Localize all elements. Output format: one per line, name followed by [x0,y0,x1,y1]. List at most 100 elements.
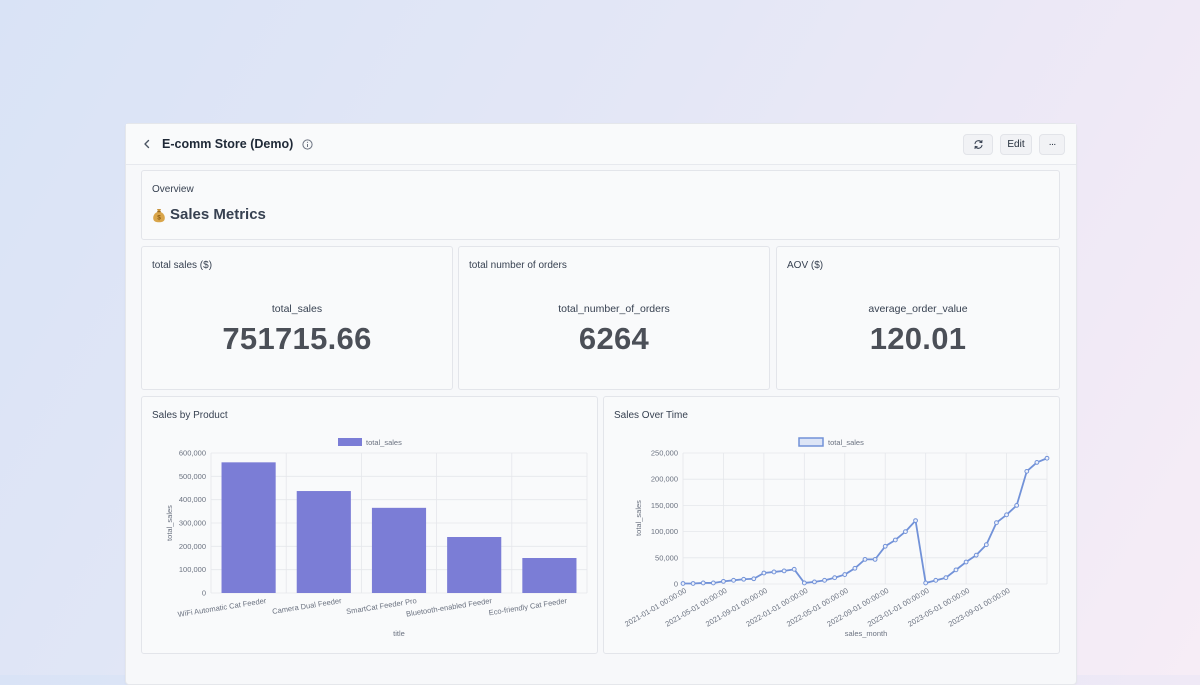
kpi-field-label: total_sales [271,303,323,315]
y-tick-label: 500,000 [179,472,206,481]
data-point [812,579,817,585]
more-options-button[interactable]: ··· [1039,133,1065,155]
edit-button[interactable]: Edit [1000,133,1032,155]
section-heading: $ Sales Metrics [152,206,266,223]
data-point [973,552,979,558]
data-point [710,580,716,586]
chart-title: Sales Over Time [614,410,688,421]
x-tick-label: WiFi Automatic Cat Feeder [177,596,267,619]
refresh-button[interactable] [963,133,993,155]
data-point [892,537,898,543]
legend-label: total_sales [366,438,402,447]
y-axis-label: total_sales [634,500,643,536]
data-point [680,581,686,586]
data-point [983,542,989,548]
x-tick-label: Bluetooth-enabled Feeder [405,596,493,619]
data-point [771,569,777,575]
y-tick-label: 250,000 [651,449,678,458]
bar-chart: total_sales 0 100,000 200,000 300,000 400,000… [165,438,588,638]
data-point [791,566,797,572]
data-point [923,580,929,586]
kpi-title: AOV ($) [787,260,824,271]
data-point [761,570,767,576]
legend-swatch [798,437,824,447]
dashboard-header: E-comm Store (Demo) Edit ··· [126,124,1076,165]
overview-card: Overview $ Sales Metrics [141,170,1060,240]
y-tick-label: 0 [202,589,206,598]
data-point [741,576,747,582]
x-tick-label: Eco-friendly Cat Feeder [488,596,568,617]
y-tick-label: 200,000 [179,542,206,551]
overview-label: Overview [152,184,194,195]
dashboard-title: E-comm Store (Demo) [162,137,294,151]
kpi-value: 751715.66 [222,321,372,356]
svg-text:$: $ [157,214,161,221]
data-point [721,578,726,584]
chart-card-sales-over-time: Sales Over Time total_sales 0 50,000 100,00… [603,396,1060,654]
data-point [832,575,838,581]
data-point [1024,468,1030,474]
kpi-card-total-orders: total number of orders total_number_of_o… [458,246,770,390]
bar [522,558,577,593]
data-point [903,529,908,535]
y-tick-label: 200,000 [651,475,678,484]
sales-metrics-heading: Sales Metrics [170,206,266,223]
y-axis-label: total_sales [165,505,174,541]
kpi-title: total number of orders [469,260,567,271]
legend-label: total_sales [828,438,864,447]
y-tick-label: 100,000 [651,527,678,536]
y-tick-label: 300,000 [179,519,206,528]
data-point [822,577,827,583]
kpi-field-label: total_number_of_orders [558,303,670,315]
bar [296,491,351,593]
data-point [1014,503,1020,508]
data-point [852,565,858,571]
line-chart: total_sales 0 50,000 100,000 150,000 200,000 2… [623,437,1050,638]
data-point [751,576,757,582]
y-tick-label: 150,000 [651,501,678,510]
data-point [872,556,878,562]
y-tick-label: 400,000 [179,495,206,504]
data-point [842,572,848,577]
legend-swatch [338,438,362,446]
dashboard-window: E-comm Store (Demo) Edit ··· Overview $ … [125,123,1077,685]
y-tick-label: 600,000 [179,449,206,458]
data-point [953,567,959,573]
chart-card-sales-by-product: Sales by Product total_sales 0 100,000 200,… [141,396,598,654]
kpi-value: 6264 [578,321,650,356]
data-point [781,568,787,574]
data-point [700,580,706,586]
y-tick-label: 50,000 [655,553,678,562]
x-axis-label: sales_month [845,629,888,638]
chart-title: Sales by Product [152,410,228,421]
data-point [1004,512,1009,518]
y-tick-label: 100,000 [179,565,206,574]
y-tick-label: 0 [674,580,678,589]
data-point [690,581,696,586]
bar [447,537,502,593]
refresh-icon [974,139,982,149]
moneybag-icon: $ [153,208,165,222]
data-point [913,518,918,523]
kpi-title: total sales ($) [152,260,213,271]
data-point [994,520,999,526]
kpi-value: 120.01 [869,321,967,356]
data-point [963,559,969,565]
kpi-card-total-sales: total sales ($) total_sales 751715.66 [141,246,453,390]
x-axis-label: title [393,629,405,638]
kpi-card-aov: AOV ($) average_order_value 120.01 [776,246,1060,390]
data-point [933,577,939,583]
data-point [1044,455,1050,461]
data-point [882,543,888,549]
series-line [683,457,1048,585]
data-point [1034,460,1040,465]
data-point [731,577,736,583]
info-icon[interactable] [301,138,313,150]
data-point [862,556,868,562]
chevron-left-icon[interactable] [140,137,154,151]
kpi-field-label: average_order_value [868,303,968,315]
x-tick-label: Camera Dual Feeder [272,596,343,616]
data-point [801,580,807,586]
bar [221,462,276,593]
bar [371,507,427,593]
